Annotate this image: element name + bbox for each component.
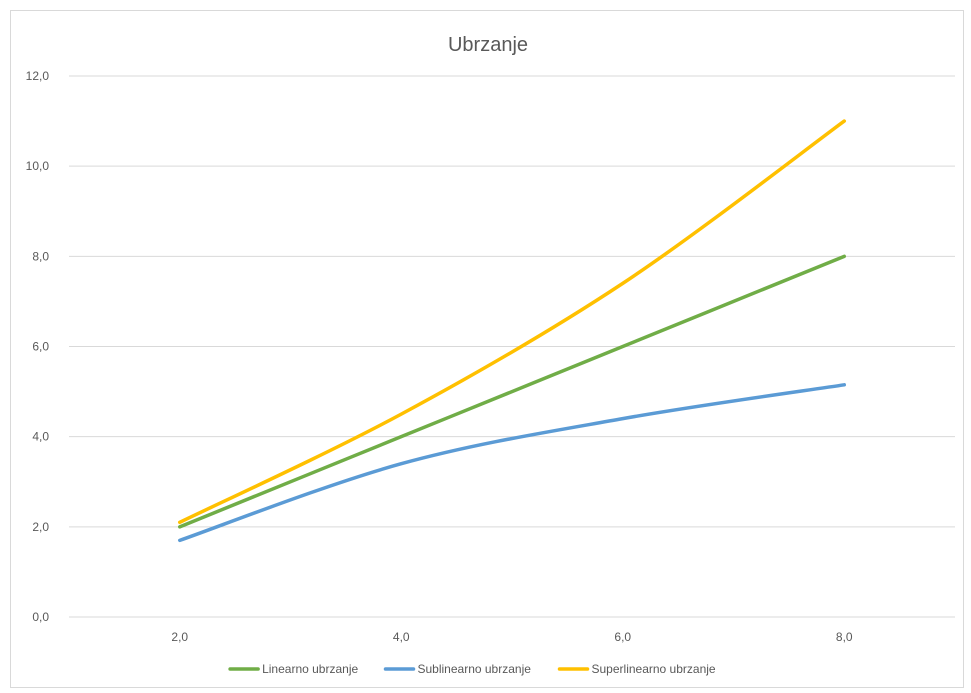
y-axis-tick-labels: 0,0 2,0 4,0 6,0 8,0 10,0 12,0 <box>26 69 50 624</box>
legend-label: Superlinearno ubrzanje <box>592 662 716 676</box>
y-tick-label: 8,0 <box>32 249 49 263</box>
series-line-2 <box>178 383 846 543</box>
x-tick-label: 2,0 <box>171 630 188 644</box>
y-tick-label: 10,0 <box>26 159 50 173</box>
y-tick-label: 6,0 <box>32 340 49 354</box>
x-tick-label: 8,0 <box>836 630 853 644</box>
x-axis-tick-labels: 2,0 4,0 6,0 8,0 <box>171 630 853 644</box>
chart-frame: Ubrzanje 0,0 2,0 4,0 6,0 8,0 10,0 12,0 2,0 4,0 6… <box>10 10 964 688</box>
legend-label: Linearno ubrzanje <box>262 662 358 676</box>
y-tick-label: 2,0 <box>32 520 49 534</box>
x-tick-label: 4,0 <box>393 630 410 644</box>
y-tick-label: 4,0 <box>32 430 49 444</box>
chart-svg: Ubrzanje 0,0 2,0 4,0 6,0 8,0 10,0 12,0 2,0 4,0 6… <box>26 34 955 676</box>
series-layer <box>178 119 846 543</box>
legend-label: Sublinearno ubrzanje <box>418 662 532 676</box>
y-tick-label: 0,0 <box>32 610 49 624</box>
legend: Linearno ubrzanje Sublinearno ubrzanje Sup… <box>228 662 716 676</box>
series-line-3 <box>178 119 846 525</box>
y-tick-label: 12,0 <box>26 69 50 83</box>
x-tick-label: 6,0 <box>614 630 631 644</box>
grid-layer <box>69 75 955 618</box>
series-line-1 <box>178 254 846 529</box>
chart-title: Ubrzanje <box>448 34 528 56</box>
